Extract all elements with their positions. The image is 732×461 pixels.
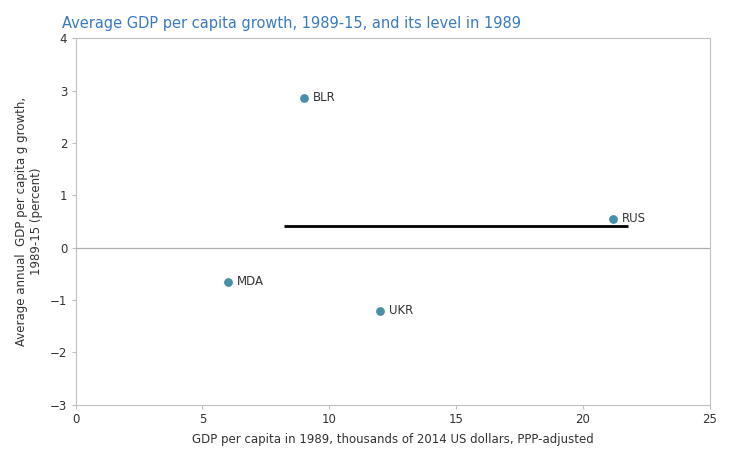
Text: BLR: BLR — [313, 91, 335, 104]
Text: UKR: UKR — [389, 304, 413, 317]
Y-axis label: Average annual  GDP per capita g growth,
1989-15 (percent): Average annual GDP per capita g growth, … — [15, 97, 43, 346]
Point — [608, 215, 619, 223]
Point — [298, 94, 310, 101]
Text: Average GDP per capita growth, 1989-15, and its level in 1989: Average GDP per capita growth, 1989-15, … — [62, 16, 521, 31]
Text: MDA: MDA — [236, 275, 264, 288]
Point — [374, 307, 386, 314]
Text: RUS: RUS — [622, 213, 646, 225]
Point — [222, 278, 234, 285]
X-axis label: GDP per capita in 1989, thousands of 2014 US dollars, PPP-adjusted: GDP per capita in 1989, thousands of 201… — [192, 433, 594, 446]
